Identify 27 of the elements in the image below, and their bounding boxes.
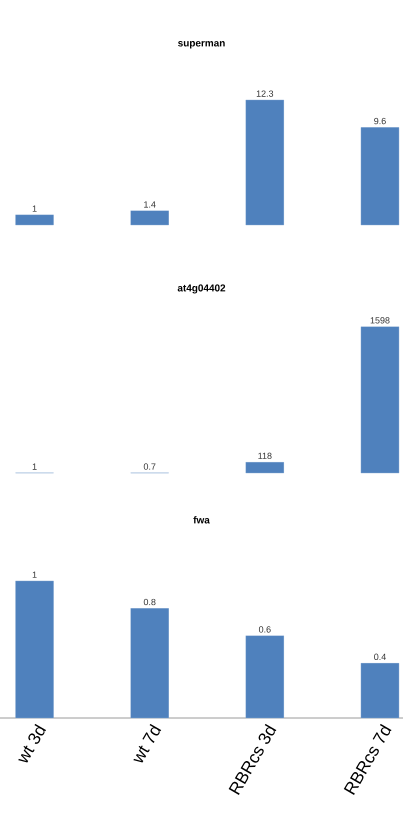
data-label: 12.3 <box>256 90 274 97</box>
bar <box>130 608 169 718</box>
data-label: 1 <box>32 205 37 212</box>
chart-title: at4g04402 <box>178 284 226 294</box>
data-label: 1 <box>32 572 37 578</box>
bar <box>360 662 400 718</box>
bar <box>246 100 284 226</box>
bar <box>246 462 284 474</box>
data-label: 1598 <box>370 317 390 324</box>
x-tick-label: wt 3d <box>18 724 46 763</box>
bar <box>360 127 400 226</box>
data-label: 0.6 <box>258 626 271 633</box>
data-label: 0.4 <box>374 654 386 660</box>
data-label: 118 <box>258 452 272 460</box>
bar <box>15 214 54 226</box>
bar <box>15 580 54 718</box>
data-label: 0.7 <box>144 463 156 470</box>
x-tick-label: wt 7d <box>133 724 162 763</box>
data-label: 1.4 <box>144 201 156 208</box>
bar <box>246 636 284 718</box>
chart-title: superman <box>178 41 225 48</box>
data-label: 9.6 <box>374 118 386 124</box>
bar <box>130 210 169 226</box>
chart-title: fwa <box>193 516 210 524</box>
data-label: 1 <box>32 464 37 470</box>
data-label: 0.8 <box>144 598 156 606</box>
bar <box>360 326 400 474</box>
